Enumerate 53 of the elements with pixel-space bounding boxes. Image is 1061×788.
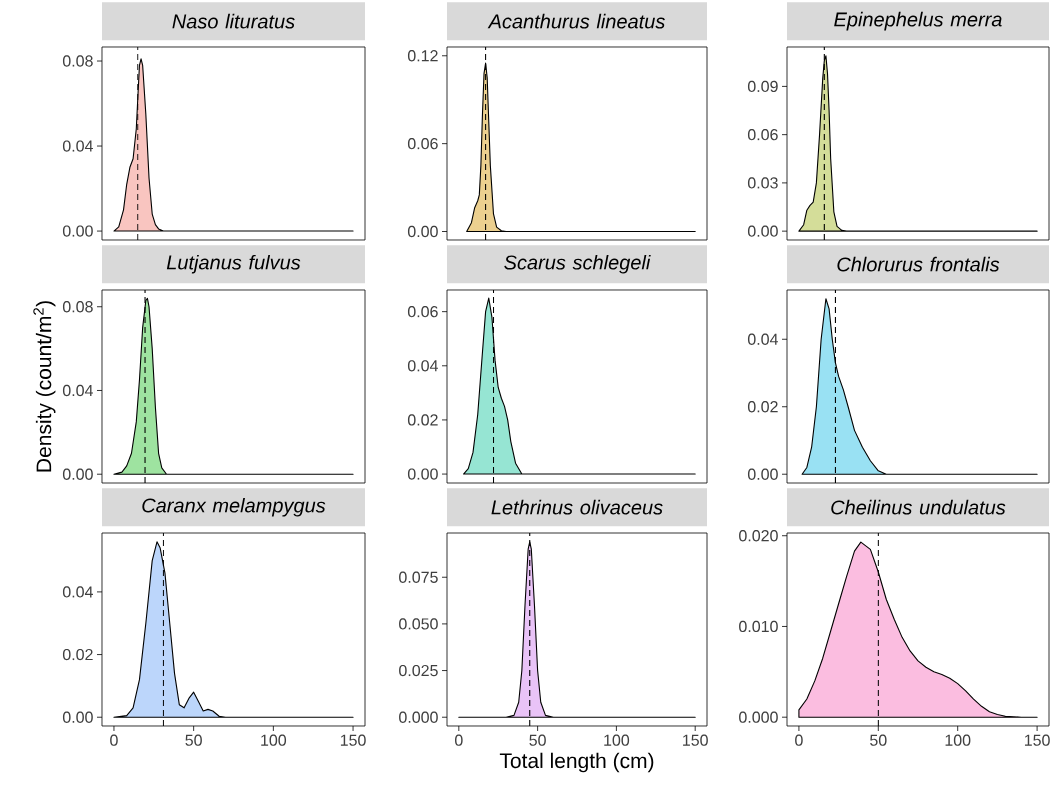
y-tick-label: 0.00: [62, 468, 93, 480]
y-tick-label: 0.02: [407, 414, 438, 426]
y-tick-label: 0.02: [62, 648, 93, 661]
chart-title: Scarus schlegeli: [504, 254, 651, 274]
y-tick-label: 0.06: [407, 305, 438, 318]
y-tick-label: 0.00: [407, 225, 438, 238]
y-tick-label: 0.04: [62, 384, 93, 397]
chart-title: Epinephelus merra: [834, 11, 1002, 31]
y-tick-label: 0.00: [62, 711, 93, 723]
x-tick-label: 150: [340, 734, 366, 746]
x-tick-label: 0: [455, 734, 463, 746]
y-tick-label: 0.03: [747, 177, 778, 189]
y-tick-label: 0.000: [399, 711, 438, 723]
chart-title: Lutjanus fulvus: [166, 254, 301, 274]
y-tick-label: 0.06: [747, 128, 778, 141]
x-tick-label: 0: [110, 734, 118, 746]
y-tick-label: 0.08: [62, 55, 93, 67]
y-tick-label: 0.020: [739, 530, 778, 542]
chart-title: Acanthurus lineatus: [487, 13, 665, 29]
chart-title: Cheilinus undulatus: [831, 499, 1006, 515]
chart-title: Chlorurus frontalis: [837, 256, 1000, 272]
y-tick-label: 0.04: [62, 586, 93, 598]
x-tick-label: 150: [683, 734, 708, 746]
y-tick-label: 0.04: [747, 333, 778, 345]
y-tick-label: 0.00: [747, 225, 778, 237]
y-tick-label: 0.025: [399, 664, 438, 677]
y-tick-label: 0.010: [739, 620, 778, 633]
y-tick-label: 0.12: [407, 50, 438, 62]
chart-title: Caranx melampygus: [142, 497, 326, 517]
y-tick-label: 0.06: [407, 137, 438, 150]
x-axis-title: Total length (cm): [499, 752, 654, 773]
x-tick-label: 50: [529, 734, 546, 746]
y-tick-label: 0.00: [62, 225, 93, 237]
x-tick-label: 0: [795, 734, 803, 746]
chart-title: Lethrinus olivaceus: [491, 499, 663, 515]
y-tick-label: 0.02: [747, 401, 778, 413]
x-tick-label: 50: [870, 734, 887, 746]
y-tick-label: 0.075: [399, 571, 438, 583]
y-tick-label: 0.050: [399, 618, 438, 630]
y-tick-label: 0.04: [407, 360, 438, 372]
y-tick-label: 0.00: [747, 468, 778, 480]
x-tick-label: 100: [945, 734, 971, 746]
x-tick-label: 50: [185, 734, 202, 746]
y-axis-title: Density (count/m$^{2}$): [33, 301, 56, 472]
y-tick-label: 0.04: [62, 140, 93, 152]
y-tick-label: 0.000: [739, 711, 778, 723]
x-tick-label: 100: [604, 734, 630, 746]
chart-title: Naso lituratus: [172, 13, 295, 29]
y-tick-label: 0.09: [747, 80, 778, 93]
x-tick-label: 100: [261, 734, 287, 746]
y-tick-label: 0.08: [62, 301, 93, 313]
y-tick-label: 0.00: [407, 468, 438, 480]
x-tick-label: 150: [1024, 734, 1050, 746]
